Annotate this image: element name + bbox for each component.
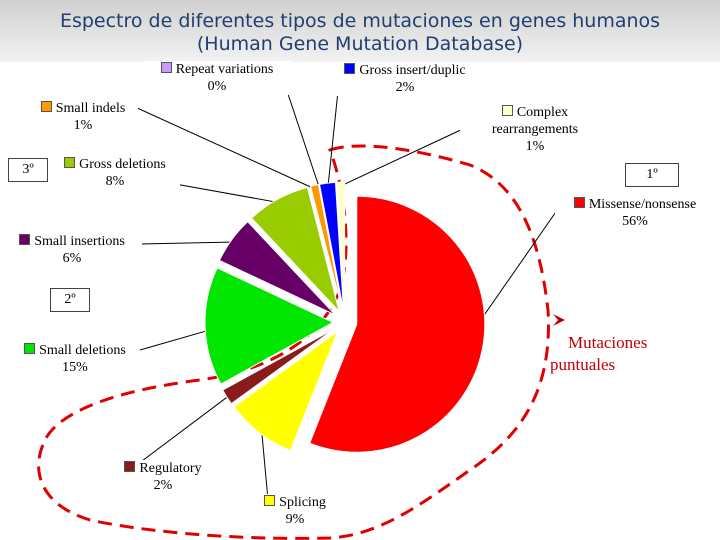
legend-marker [501, 105, 513, 116]
pie-slice [309, 195, 486, 453]
bullet [553, 314, 565, 326]
value-label: 6% [62, 251, 82, 266]
slice-label: Gross insert/duplic 2% [325, 62, 485, 96]
leader-line [340, 127, 466, 187]
value-label: 0% [207, 79, 227, 94]
leader-line [129, 394, 231, 471]
pie-slice [233, 330, 339, 452]
slice-label: Small indels 1% [28, 100, 138, 134]
leader-lines [124, 69, 561, 501]
value-label: 8% [105, 174, 125, 189]
slice-label: Gross deletions 8% [50, 156, 180, 190]
slice-label: Missense/nonsense 56% [555, 196, 715, 230]
annotation: Mutaciones puntuales [550, 310, 690, 376]
legend-marker [264, 495, 276, 506]
slice-name: Gross deletions [79, 157, 166, 172]
value-label: 15% [62, 360, 88, 375]
slice-name: Missense/nonsense [588, 197, 697, 212]
pie-slice [336, 181, 346, 311]
slice-name: Repeat variations [175, 62, 274, 77]
legend-marker [124, 461, 136, 472]
leader-line [134, 106, 316, 190]
legend-marker [40, 101, 52, 112]
title-bar: Espectro de diferentes tipos de mutacion… [0, 0, 720, 62]
value-label: 1% [525, 139, 545, 154]
slice-name: Small indels [55, 101, 126, 116]
slice-label: Small insertions 6% [2, 233, 142, 267]
slice-name: Regulatory [139, 461, 202, 476]
legend-marker [573, 197, 585, 208]
slice-name: Small deletions [39, 343, 126, 358]
slice-name: Gross insert/duplic [359, 63, 466, 78]
legend-marker [344, 63, 356, 74]
legend-marker [160, 62, 172, 73]
annotation-text: Mutaciones puntuales [550, 333, 648, 374]
slice-name: Complex rearrangements [491, 105, 579, 137]
slice-label: Regulatory 2% [108, 460, 218, 494]
pie-slice [318, 181, 344, 311]
slice-name: Splicing [279, 495, 326, 510]
legend-marker [64, 157, 76, 168]
slice-label: Splicing 9% [245, 494, 345, 528]
value-label: 2% [153, 478, 173, 493]
slice-name: Small insertions [34, 234, 125, 249]
leader-line [139, 241, 235, 245]
outline [37, 144, 550, 540]
chart-title: Espectro de diferentes tipos de mutacion… [59, 10, 661, 32]
value-label: 1% [73, 118, 93, 133]
rank-box: 3º [8, 158, 48, 182]
pie-slice [250, 186, 340, 312]
pie-slice [222, 327, 336, 405]
pie-slice [318, 184, 344, 311]
pie-slice [218, 220, 336, 316]
pie-slice [204, 267, 335, 385]
legend-marker [19, 234, 31, 245]
value-label: 9% [285, 512, 305, 527]
value-label: 56% [622, 214, 648, 229]
rank-box: 2º [50, 288, 90, 312]
legend-marker [24, 343, 36, 354]
leader-line [261, 429, 269, 501]
chart-subtitle: (Human Gene Mutation Database) [196, 33, 524, 55]
rank-box: 1º [625, 163, 679, 187]
slice-label: Repeat variations 0% [142, 61, 292, 95]
slice-label: Complex rearrangements 1% [460, 104, 610, 155]
value-label: 2% [395, 80, 415, 95]
slice-label: Small deletions 15% [10, 342, 140, 376]
